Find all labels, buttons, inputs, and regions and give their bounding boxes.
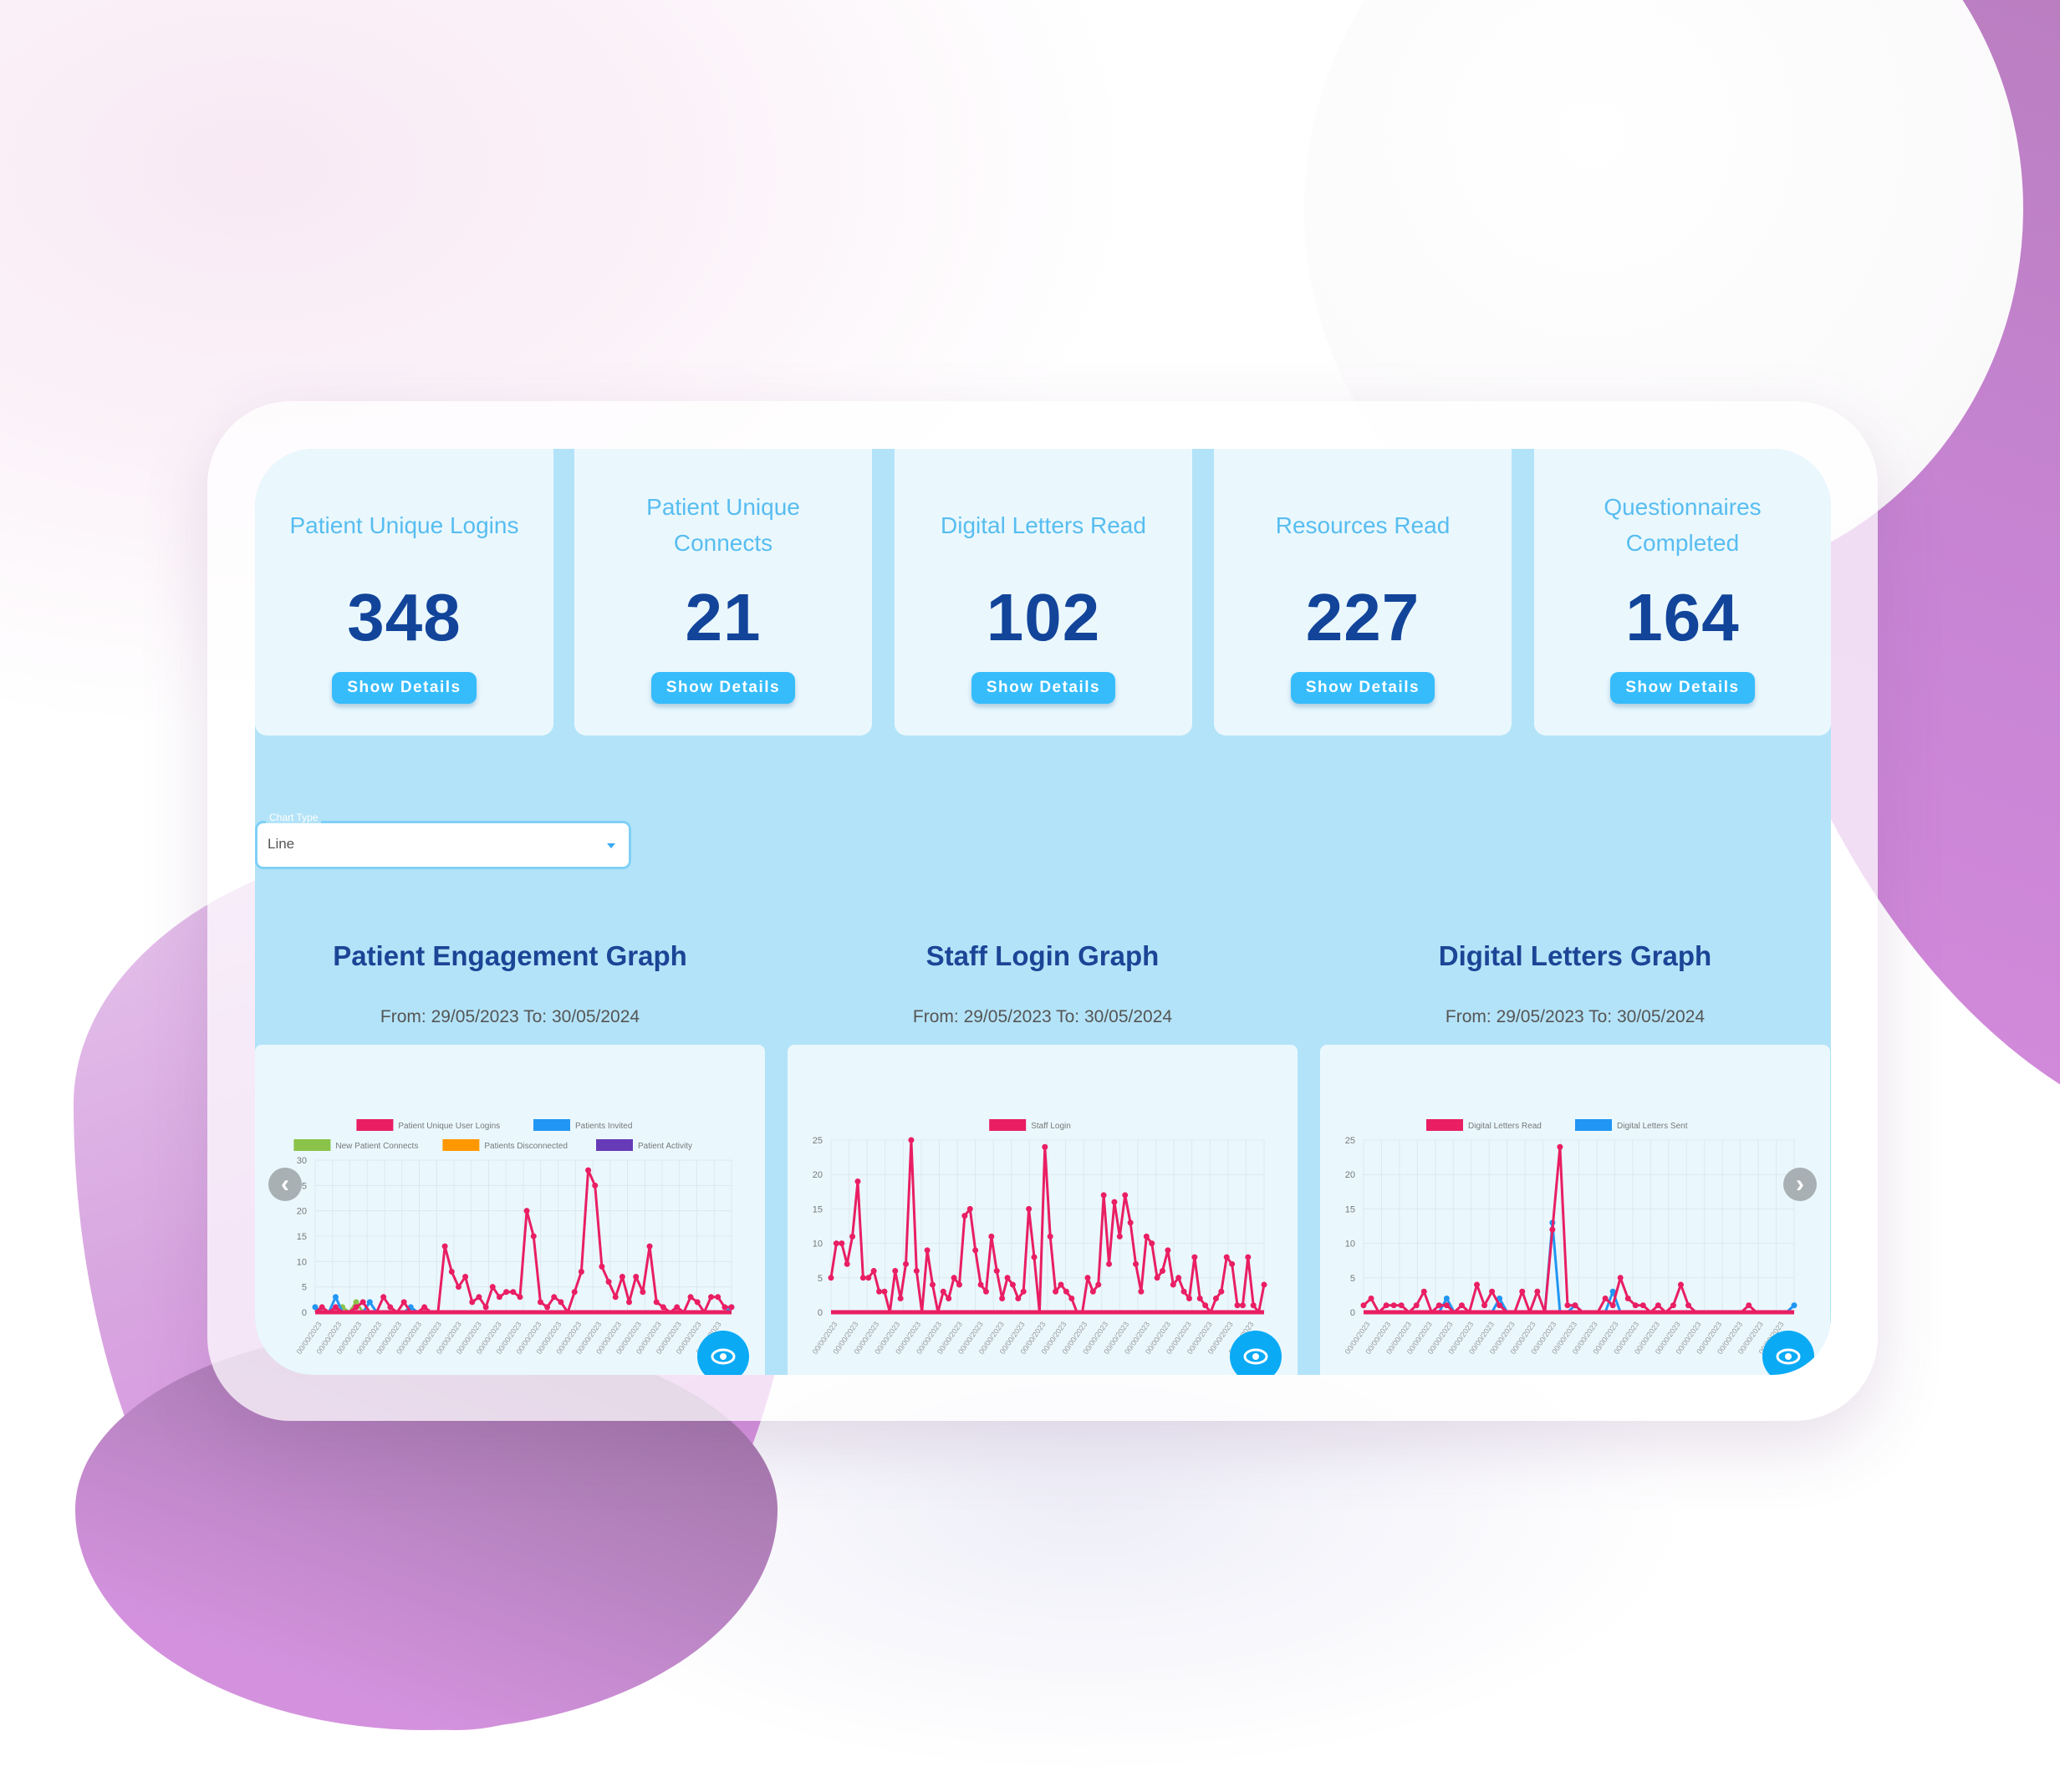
- svg-text:Patient Unique User Logins: Patient Unique User Logins: [398, 1122, 500, 1131]
- kpi-card-resources-read: Resources Read 227 Show Details: [1214, 449, 1512, 736]
- show-details-button[interactable]: Show Details: [1290, 672, 1435, 704]
- show-details-button[interactable]: Show Details: [650, 672, 796, 704]
- svg-text:New Patient Connects: New Patient Connects: [335, 1142, 418, 1151]
- chart-card-digital-letters: Digital Letters Read Digital Letters Sent…: [1320, 1045, 1830, 1375]
- kpi-card-questionnaires-completed: Questionnaires Completed 164 Show Detail…: [1534, 449, 1831, 736]
- kpi-value: 227: [1305, 580, 1420, 654]
- view-chart-button[interactable]: [1230, 1331, 1282, 1375]
- svg-text:10: 10: [1345, 1240, 1355, 1250]
- svg-text:Digital Letters Sent: Digital Letters Sent: [1617, 1122, 1688, 1131]
- kpi-title: Resources Read: [1275, 512, 1451, 538]
- svg-text:5: 5: [1350, 1274, 1355, 1284]
- kpi-title: Questionnaires Completed: [1604, 494, 1762, 556]
- graph-title-patient-engagement: Patient Engagement Graph: [333, 940, 687, 971]
- svg-text:10: 10: [813, 1240, 823, 1250]
- svg-text:15: 15: [1345, 1204, 1355, 1214]
- kpi-card-patient-unique-connects: Patient Unique Connects 21 Show Details: [574, 449, 872, 736]
- chart-type-value: Line: [268, 836, 295, 852]
- graph-title-digital-letters: Digital Letters Graph: [1438, 940, 1712, 971]
- svg-text:25: 25: [813, 1136, 823, 1146]
- eye-icon: [1243, 1348, 1268, 1365]
- kpi-value: 348: [347, 580, 461, 654]
- svg-text:20: 20: [813, 1170, 823, 1180]
- view-chart-button[interactable]: [1762, 1331, 1814, 1375]
- chart-card-patient-engagement: Patient Unique User Logins Patients Invit…: [255, 1045, 765, 1375]
- svg-text:15: 15: [297, 1232, 307, 1242]
- kpi-card-digital-letters-read: Digital Letters Read 102 Show Details: [895, 449, 1192, 736]
- graph-date-range: From: 29/05/2023 To: 30/05/2024: [912, 1007, 1173, 1026]
- chart-type-select[interactable]: Chart Type Line: [255, 812, 631, 869]
- svg-text:15: 15: [813, 1204, 823, 1214]
- chevron-right-icon: ›: [1796, 1170, 1804, 1198]
- carousel-next-button[interactable]: ›: [1783, 1168, 1817, 1201]
- kpi-title: Digital Letters Read: [941, 512, 1146, 538]
- patient-engagement-chart: Patient Unique User Logins Patients Invit…: [293, 1119, 735, 1356]
- svg-text:30: 30: [297, 1156, 307, 1166]
- digital-letters-chart: Digital Letters Read Digital Letters Sent…: [1344, 1119, 1797, 1356]
- svg-text:Patients Disconnected: Patients Disconnected: [484, 1142, 568, 1151]
- svg-text:Patient Activity: Patient Activity: [638, 1142, 692, 1151]
- kpi-value: 164: [1625, 580, 1740, 654]
- show-details-button[interactable]: Show Details: [971, 672, 1116, 704]
- chart-card-staff-login: Staff Login 0 5 10 15 20 25 00/00/2023 00/00/202…: [788, 1045, 1298, 1375]
- eye-icon: [1776, 1348, 1801, 1365]
- chevron-left-icon: ‹: [281, 1170, 289, 1198]
- chart-type-label: Chart Type: [266, 812, 322, 823]
- svg-text:0: 0: [818, 1308, 823, 1318]
- carousel-prev-button[interactable]: ‹: [268, 1168, 302, 1201]
- svg-text:25: 25: [1345, 1136, 1355, 1146]
- staff-login-chart: Staff Login051015202500/00/202300/00/202…: [811, 1119, 1267, 1356]
- kpi-title: Patient Unique Connects: [646, 494, 800, 556]
- svg-text:10: 10: [297, 1257, 307, 1267]
- kpi-value: 102: [986, 580, 1101, 654]
- svg-text:Staff Login: Staff Login: [1031, 1122, 1071, 1131]
- svg-text:20: 20: [1345, 1170, 1355, 1180]
- kpi-card-patient-unique-logins: Patient Unique Logins 348 Show Details: [255, 449, 553, 736]
- graph-title-staff-login: Staff Login Graph: [925, 940, 1160, 971]
- dashboard-panel: Patient Unique Logins 348 Show Details P…: [255, 449, 1831, 1375]
- graph-date-range: From: 29/05/2023 To: 30/05/2024: [380, 1007, 640, 1026]
- svg-text:5: 5: [818, 1274, 823, 1284]
- svg-text:0: 0: [1350, 1308, 1355, 1318]
- svg-text:0: 0: [302, 1308, 307, 1318]
- kpi-title: Patient Unique Logins: [289, 512, 519, 538]
- eye-icon: [711, 1348, 736, 1365]
- svg-text:20: 20: [297, 1207, 307, 1217]
- show-details-button[interactable]: Show Details: [1610, 672, 1755, 704]
- kpi-value: 21: [685, 580, 762, 654]
- caret-down-icon: [607, 843, 615, 848]
- graph-date-range: From: 29/05/2023 To: 30/05/2024: [1445, 1007, 1706, 1026]
- show-details-button[interactable]: Show Details: [332, 672, 477, 704]
- view-chart-button[interactable]: [697, 1331, 749, 1375]
- svg-text:Digital Letters Read: Digital Letters Read: [1468, 1122, 1542, 1131]
- svg-text:Patients Invited: Patients Invited: [575, 1122, 632, 1131]
- svg-text:5: 5: [302, 1283, 307, 1293]
